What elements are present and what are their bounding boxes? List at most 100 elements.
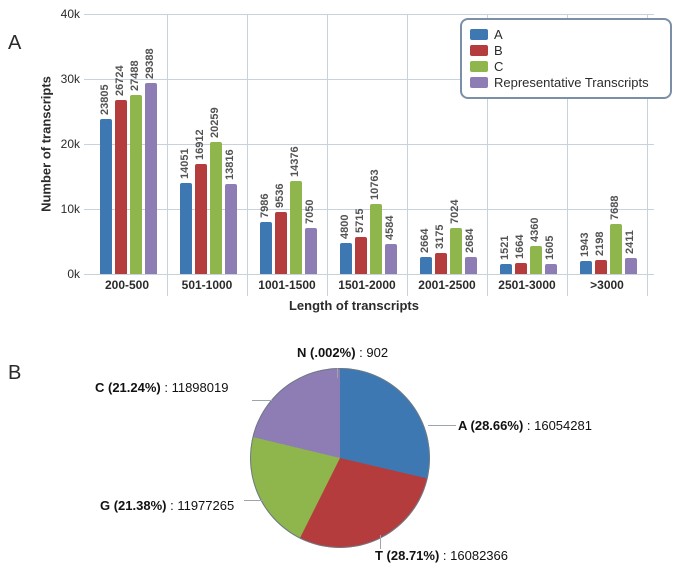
group-separator — [167, 14, 168, 296]
bar-chart-legend: ABCRepresentative Transcripts — [460, 18, 672, 99]
bar-value-label: 2664 — [419, 228, 431, 252]
bar — [370, 204, 382, 274]
pie-callout: C (21.24%) : 11898019 — [95, 380, 228, 395]
panel-b-label: B — [8, 362, 21, 385]
x-category-label: 1001-1500 — [258, 278, 315, 292]
bar — [100, 119, 112, 274]
bar — [450, 228, 462, 274]
bar-value-label: 1605 — [544, 235, 556, 259]
bar — [515, 263, 527, 274]
bar — [210, 142, 222, 274]
bar — [305, 228, 317, 274]
bar — [435, 253, 447, 274]
pie-callout: N (.002%) : 902 — [297, 345, 388, 360]
x-category-label: 2001-2500 — [418, 278, 475, 292]
legend-label: A — [494, 27, 503, 42]
bar-value-label: 2684 — [464, 228, 476, 252]
bar-value-label: 29388 — [144, 48, 156, 79]
legend-swatch — [470, 29, 488, 40]
pie-chart — [250, 368, 430, 548]
bar-value-label: 4800 — [339, 214, 351, 238]
bar-value-label: 14376 — [289, 146, 301, 177]
bar-value-label: 1943 — [579, 233, 591, 257]
legend-swatch — [470, 61, 488, 72]
bar-value-label: 1521 — [499, 236, 511, 260]
x-category-label: 501-1000 — [182, 278, 233, 292]
bar — [530, 246, 542, 274]
bar — [500, 264, 512, 274]
bar — [580, 261, 592, 274]
legend-item: A — [470, 27, 660, 42]
pie-leader-line — [337, 368, 338, 378]
bar — [260, 222, 272, 274]
bar — [275, 212, 287, 274]
bar-value-label: 4584 — [384, 216, 396, 240]
bar-value-label: 16912 — [194, 129, 206, 160]
bar — [225, 184, 237, 274]
pie-callout: A (28.66%) : 16054281 — [458, 418, 592, 433]
group-separator — [247, 14, 248, 296]
bar-value-label: 14051 — [179, 148, 191, 179]
legend-swatch — [470, 77, 488, 88]
bar — [545, 264, 557, 274]
bar-value-label: 7050 — [304, 200, 316, 224]
pie-leader-line — [428, 425, 456, 426]
bar-value-label: 10763 — [369, 169, 381, 200]
legend-item: C — [470, 59, 660, 74]
x-category-label: >3000 — [590, 278, 624, 292]
bar — [130, 95, 142, 274]
legend-item: B — [470, 43, 660, 58]
bar — [625, 258, 637, 274]
bar — [340, 243, 352, 274]
legend-label: C — [494, 59, 503, 74]
bar — [355, 237, 367, 274]
bar-value-label: 26724 — [114, 66, 126, 97]
pie-callout: T (28.71%) : 16082366 — [375, 548, 508, 563]
x-category-label: 2501-3000 — [498, 278, 555, 292]
bar-chart-xlabel: Length of transcripts — [54, 298, 654, 313]
legend-swatch — [470, 45, 488, 56]
bar-value-label: 5715 — [354, 208, 366, 232]
pie-leader-line — [252, 400, 272, 401]
ytick-label: 10k — [40, 202, 80, 216]
group-separator — [327, 14, 328, 296]
bar-value-label: 4360 — [529, 217, 541, 241]
legend-label: B — [494, 43, 503, 58]
ytick-label: 0k — [40, 267, 80, 281]
pie-callout: G (21.38%) : 11977265 — [100, 498, 234, 513]
pie-leader-line — [380, 535, 381, 549]
ytick-label: 30k — [40, 72, 80, 86]
bar-value-label: 3175 — [434, 225, 446, 249]
ytick-label: 40k — [40, 7, 80, 21]
bar — [180, 183, 192, 274]
bar-value-label: 9536 — [274, 184, 286, 208]
bar — [595, 260, 607, 274]
gridline — [84, 14, 654, 15]
ytick-label: 20k — [40, 137, 80, 151]
bar-value-label: 23805 — [99, 85, 111, 116]
pie-leader-line — [244, 500, 264, 501]
legend-item: Representative Transcripts — [470, 75, 660, 90]
bar — [195, 164, 207, 274]
group-separator — [407, 14, 408, 296]
bar — [290, 181, 302, 274]
bar-value-label: 7024 — [449, 200, 461, 224]
bar — [465, 257, 477, 274]
legend-label: Representative Transcripts — [494, 75, 649, 90]
bar — [145, 83, 157, 274]
x-category-label: 200-500 — [105, 278, 149, 292]
x-category-label: 1501-2000 — [338, 278, 395, 292]
gridline — [84, 274, 654, 275]
bar — [420, 257, 432, 274]
bar-value-label: 13816 — [224, 150, 236, 181]
bar-value-label: 2411 — [624, 230, 636, 254]
panel-a-label: A — [8, 32, 21, 55]
bar — [115, 100, 127, 274]
gridline — [84, 144, 654, 145]
bar-value-label: 27488 — [129, 61, 141, 92]
pie — [250, 368, 430, 548]
bar-value-label: 1664 — [514, 235, 526, 259]
bar — [385, 244, 397, 274]
bar-value-label: 2198 — [594, 231, 606, 255]
bar-value-label: 7986 — [259, 194, 271, 218]
